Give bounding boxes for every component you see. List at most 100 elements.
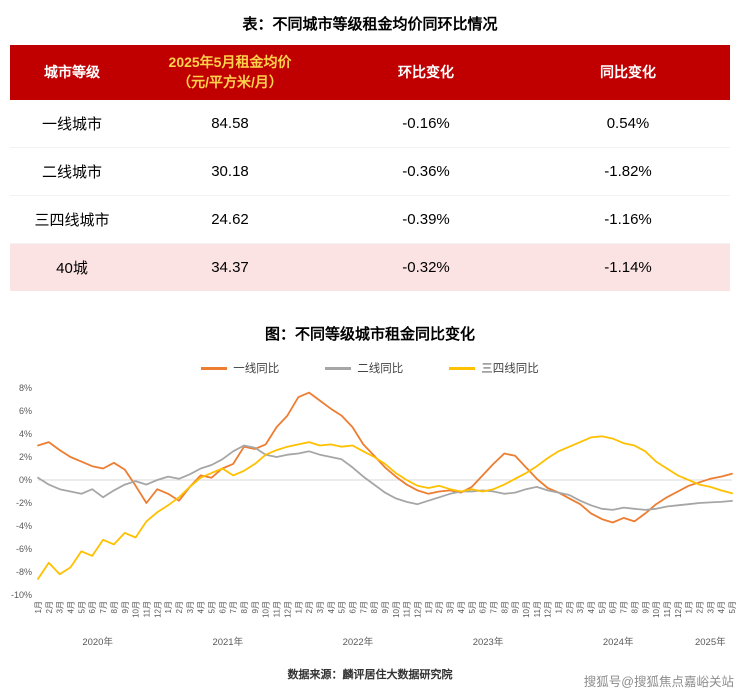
svg-text:2%: 2% (19, 452, 32, 462)
header-price-line2: （元/平方米/月） (177, 73, 283, 90)
cell-tier: 三四线城市 (10, 195, 134, 244)
cell-tier: 二线城市 (10, 147, 134, 196)
svg-text:10月: 10月 (262, 601, 271, 618)
rent-table: 城市等级 2025年5月租金均价 （元/平方米/月） 环比变化 同比变化 一线城… (10, 45, 730, 292)
svg-text:2月: 2月 (305, 601, 314, 613)
svg-text:11月: 11月 (273, 601, 282, 617)
svg-text:7月: 7月 (620, 601, 629, 613)
chart-legend: 一线同比 二线同比 三四线同比 (0, 360, 740, 376)
cell-price: 84.58 (211, 115, 249, 133)
svg-text:11月: 11月 (403, 601, 412, 617)
cell-price: 30.18 (134, 147, 326, 196)
svg-text:9月: 9月 (121, 601, 130, 613)
svg-text:8月: 8月 (630, 601, 639, 613)
svg-text:2020年: 2020年 (82, 636, 113, 648)
svg-text:12月: 12月 (544, 601, 553, 618)
svg-text:9月: 9月 (641, 601, 650, 613)
header-tier: 城市等级 (10, 45, 134, 101)
svg-text:2025年: 2025年 (695, 636, 726, 648)
watermark: 搜狐号@搜狐焦点嘉峪关站 (583, 675, 734, 689)
cell-mom: -0.32% (326, 243, 526, 292)
chart-title: 图：不同等级城市租金同比变化 (264, 326, 475, 344)
svg-text:5月: 5月 (77, 601, 86, 613)
svg-text:3月: 3月 (446, 601, 455, 613)
chart-area: 8% 6% 4% 2% 0% -2% -4% -6% -8% -10% 1月 2月 3月 4月 5月 6月 7月… (0, 380, 740, 665)
svg-text:10月: 10月 (522, 601, 531, 618)
svg-text:3月: 3月 (576, 601, 585, 613)
svg-text:4月: 4月 (457, 601, 466, 613)
table-row-tier2: 二线城市 30.18 -0.36% -1.82% (10, 147, 730, 196)
svg-text:1月: 1月 (34, 601, 43, 613)
tier1-line-swatch-icon (201, 366, 228, 370)
svg-text:10月: 10月 (132, 601, 141, 618)
svg-text:9月: 9月 (381, 601, 390, 613)
svg-text:3月: 3月 (316, 601, 325, 613)
tier2-line-swatch-icon (325, 366, 352, 370)
svg-text:2月: 2月 (45, 601, 54, 613)
table-row-tier1: 一线城市 84.58 -0.16% 0.54% (10, 100, 730, 148)
svg-text:1月: 1月 (555, 601, 564, 613)
header-price-line1: 2025年5月租金均价 (168, 54, 292, 70)
svg-text:10月: 10月 (392, 601, 401, 618)
svg-text:5月: 5月 (598, 601, 607, 613)
svg-text:6月: 6月 (609, 601, 618, 613)
yoy-line-chart: 8%6%4%2%0%-2%-4%-6%-8%-10%1月 2月 3月 4月 5月 6月 7月… (11, 383, 737, 648)
cell-mom: -0.16% (402, 115, 450, 133)
svg-text:12月: 12月 (414, 601, 423, 618)
svg-text:3月: 3月 (56, 601, 65, 613)
legend-label: 二线同比 (357, 363, 404, 376)
svg-text:7月: 7月 (489, 601, 498, 613)
header-mom: 环比变化 (326, 45, 526, 101)
svg-text:5月: 5月 (728, 601, 737, 613)
svg-text:9月: 9月 (511, 601, 520, 613)
svg-text:-2%: -2% (16, 498, 32, 508)
svg-text:5月: 5月 (468, 601, 477, 613)
svg-text:2月: 2月 (435, 601, 444, 613)
svg-text:9月: 9月 (251, 601, 260, 613)
svg-text:2022年: 2022年 (343, 636, 374, 648)
cell-yoy: 0.54% (606, 115, 650, 133)
svg-text:7月: 7月 (99, 601, 108, 613)
svg-text:4月: 4月 (717, 601, 726, 613)
svg-text:8%: 8% (19, 383, 32, 393)
svg-text:10月: 10月 (652, 601, 661, 618)
cell-mom: -0.39% (326, 195, 526, 244)
svg-text:5月: 5月 (208, 601, 217, 613)
legend-item-tier34: 三四线同比 (449, 360, 539, 376)
svg-text:2月: 2月 (565, 601, 574, 613)
svg-text:1月: 1月 (424, 601, 433, 613)
table-header-row: 城市等级 2025年5月租金均价 （元/平方米/月） 环比变化 同比变化 (10, 45, 730, 101)
svg-text:6%: 6% (19, 406, 32, 416)
svg-text:8月: 8月 (110, 601, 119, 613)
cell-price: 24.62 (134, 195, 326, 244)
tier34-line-swatch-icon (449, 366, 476, 370)
svg-text:2023年: 2023年 (473, 636, 504, 648)
svg-text:11月: 11月 (533, 601, 542, 617)
cell-yoy: -1.16% (526, 195, 730, 244)
svg-text:4%: 4% (19, 429, 32, 439)
header-yoy: 同比变化 (526, 45, 730, 101)
svg-text:4月: 4月 (67, 601, 76, 613)
svg-text:2024年: 2024年 (603, 636, 634, 648)
svg-text:5月: 5月 (338, 601, 347, 613)
cell-yoy: -1.82% (526, 147, 730, 196)
svg-text:7月: 7月 (229, 601, 238, 613)
header-price: 2025年5月租金均价 （元/平方米/月） (134, 45, 326, 101)
legend-label: 三四线同比 (481, 363, 539, 376)
svg-text:6月: 6月 (88, 601, 97, 613)
svg-text:0%: 0% (19, 475, 32, 485)
svg-text:7月: 7月 (359, 601, 368, 613)
svg-text:6月: 6月 (479, 601, 488, 613)
legend-item-tier1: 一线同比 (201, 360, 279, 376)
svg-text:-8%: -8% (16, 567, 32, 577)
legend-label: 一线同比 (233, 363, 280, 376)
legend-item-tier2: 二线同比 (325, 360, 403, 376)
cell-tier: 一线城市 (41, 116, 102, 134)
svg-text:12月: 12月 (153, 601, 162, 618)
table-row-40cities: 40城 34.37 -0.32% -1.14% (10, 243, 730, 292)
svg-text:-6%: -6% (16, 544, 32, 554)
svg-text:11月: 11月 (663, 601, 672, 617)
svg-text:8月: 8月 (240, 601, 249, 613)
svg-text:6月: 6月 (348, 601, 357, 613)
